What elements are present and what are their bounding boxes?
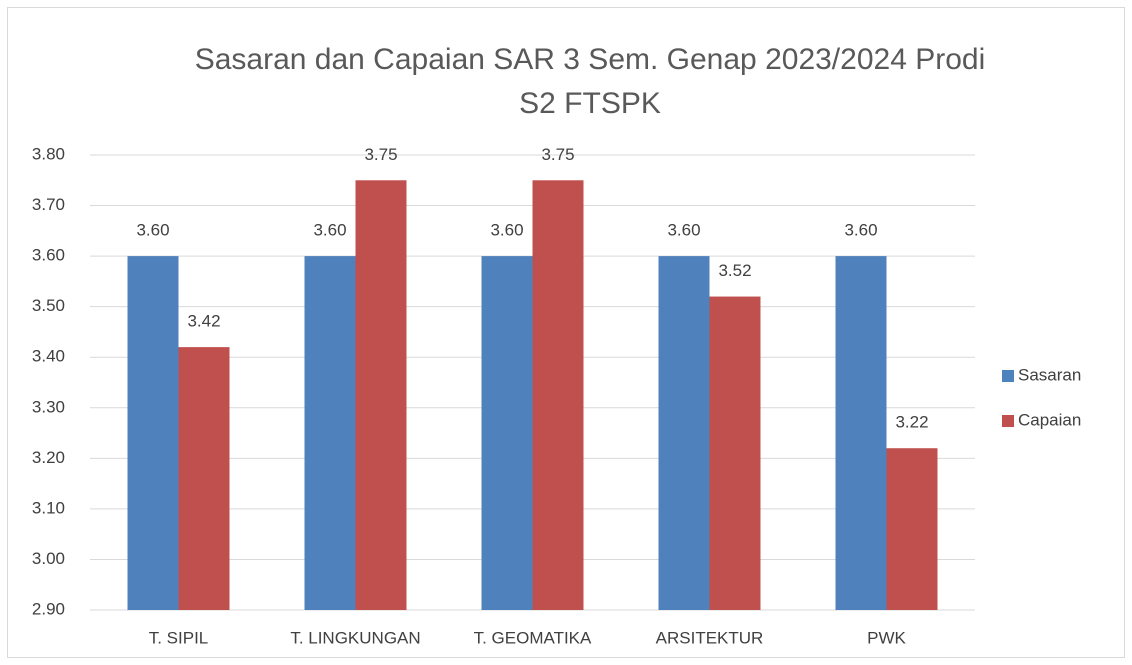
bar [127, 256, 179, 610]
chart-border [7, 7, 1125, 658]
bar [532, 180, 584, 610]
data-label: 3.60 [844, 221, 877, 240]
bar [835, 256, 887, 610]
y-tick-label: 3.80 [32, 144, 65, 163]
data-label: 3.75 [541, 145, 574, 164]
y-tick-label: 3.30 [32, 397, 65, 416]
y-tick-label: 2.90 [32, 599, 65, 618]
data-label: 3.75 [364, 145, 397, 164]
x-tick-label: PWK [867, 628, 906, 647]
y-tick-label: 3.00 [32, 549, 65, 568]
bar [304, 256, 356, 610]
legend-label: Sasaran [1018, 365, 1081, 384]
y-tick-label: 3.60 [32, 246, 65, 265]
chart-title: Sasaran dan Capaian SAR 3 Sem. Genap 202… [194, 43, 986, 120]
data-label: 3.60 [490, 221, 523, 240]
bar [709, 296, 761, 610]
data-label: 3.60 [313, 221, 346, 240]
bar [481, 256, 533, 610]
data-label: 3.42 [187, 312, 220, 331]
data-label: 3.60 [136, 221, 169, 240]
bar [886, 448, 938, 610]
y-tick-label: 3.50 [32, 296, 65, 315]
data-label: 3.22 [895, 413, 928, 432]
bar [178, 347, 230, 610]
x-tick-label: ARSITEKTUR [656, 628, 764, 647]
y-tick-label: 3.40 [32, 347, 65, 366]
legend-swatch [1002, 415, 1014, 427]
y-tick-label: 3.20 [32, 448, 65, 467]
y-tick-label: 3.70 [32, 195, 65, 214]
x-tick-label: T. GEOMATIKA [474, 628, 592, 647]
legend-label: Capaian [1018, 410, 1081, 429]
y-tick-label: 3.10 [32, 498, 65, 517]
x-tick-label: T. SIPIL [149, 628, 209, 647]
bar [355, 180, 407, 610]
bar [658, 256, 710, 610]
x-tick-label: T. LINGKUNGAN [290, 628, 420, 647]
legend-swatch [1002, 370, 1014, 382]
data-label: 3.52 [718, 261, 751, 280]
data-label: 3.60 [667, 221, 700, 240]
